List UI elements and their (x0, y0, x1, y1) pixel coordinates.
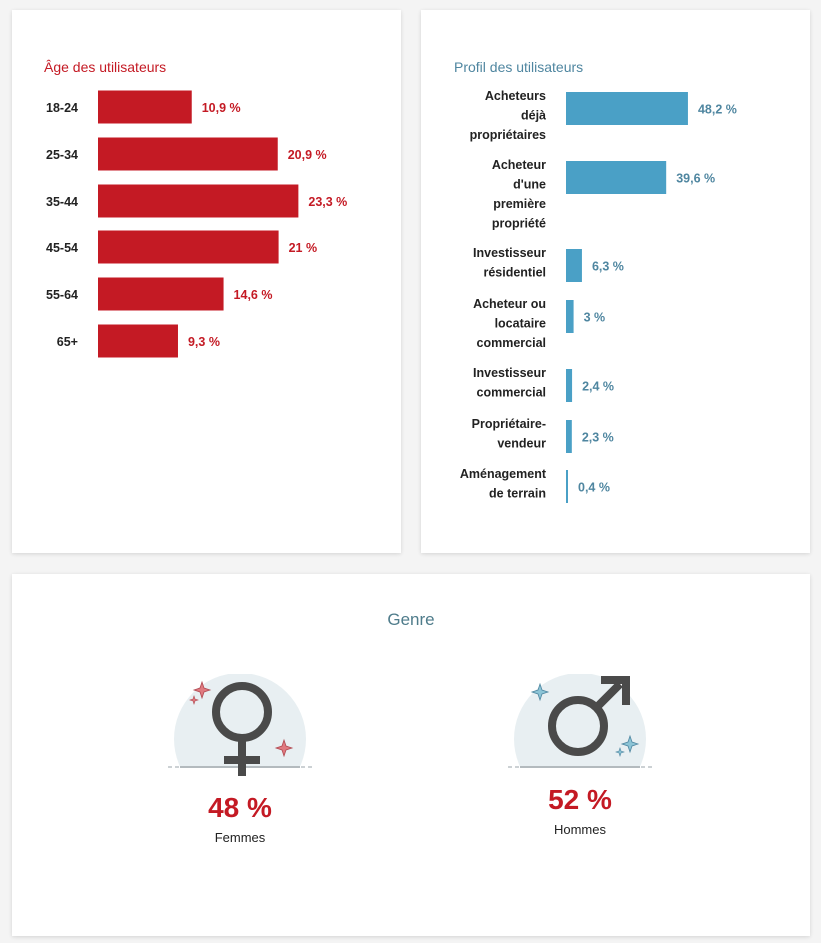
profile-bar-chart: Acheteurs déjà propriétaires 48,2 % Acheteur… (460, 89, 737, 503)
profile-category-label: Acheteur d'une première propriété (492, 158, 546, 231)
female-label: Femmes (214, 830, 266, 845)
age-bar (98, 137, 278, 171)
profile-bar (566, 300, 574, 333)
profile-value-label: 3 % (584, 311, 606, 325)
gender-card: Genre 48 % Femmes 52 % Hommes (12, 574, 810, 936)
profile-category-label: Acheteurs déjà propriétaires (470, 89, 546, 142)
profile-bar (566, 369, 573, 402)
age-category-label: 65+ (57, 335, 78, 349)
male-stat: 52 % Hommes (500, 784, 660, 837)
age-value-label: 20,9 % (288, 148, 327, 162)
profile-value-label: 48,2 % (698, 103, 737, 117)
age-bar (98, 230, 279, 264)
age-category-label: 35-44 (46, 195, 78, 209)
age-category-label: 55-64 (46, 288, 78, 302)
age-bar (98, 277, 224, 311)
profile-bar (566, 470, 568, 503)
age-value-label: 23,3 % (308, 195, 347, 209)
profile-chart-title: Profil des utilisateurs (454, 59, 584, 75)
age-category-label: 25-34 (46, 148, 78, 162)
female-stat: 48 % Femmes (160, 792, 320, 845)
profile-bar (566, 92, 688, 125)
profile-category-label: Investisseur commercial (473, 366, 546, 400)
male-label: Hommes (553, 822, 606, 837)
profile-bar (566, 420, 572, 453)
profile-card: Profil des utilisateurs Acheteurs déjà pro… (421, 10, 810, 553)
age-value-label: 21 % (289, 241, 318, 255)
age-bar (98, 324, 178, 358)
profile-bar (566, 249, 582, 282)
age-bar (98, 184, 299, 218)
age-value-label: 10,9 % (202, 101, 241, 115)
female-symbol-icon (160, 674, 320, 784)
male-symbol-icon (500, 674, 660, 784)
age-category-label: 45-54 (46, 241, 78, 255)
age-bar-chart: 18-24 10,9 % 25-34 20,9 % 35-44 23,3 % 45-54 21… (46, 90, 347, 358)
profile-category-label: Aménagement de terrain (460, 467, 547, 501)
profile-category-label: Propriétaire-vendeur (472, 417, 546, 451)
profile-value-label: 6,3 % (592, 260, 624, 274)
age-card: Âge des utilisateurs 18-24 10,9 % 25-34 20,… (12, 10, 401, 553)
profile-value-label: 2,4 % (582, 380, 614, 394)
age-value-label: 9,3 % (188, 335, 220, 349)
age-category-label: 18-24 (46, 101, 78, 115)
age-bar (98, 90, 192, 124)
age-value-label: 14,6 % (234, 288, 273, 302)
profile-category-label: Investisseur résidentiel (473, 246, 546, 280)
profile-value-label: 39,6 % (676, 172, 715, 186)
gender-title: Genre (387, 610, 435, 629)
age-chart-title: Âge des utilisateurs (44, 59, 167, 75)
profile-category-label: Acheteur ou locataire commercial (473, 297, 546, 350)
profile-value-label: 2,3 % (582, 431, 614, 445)
female-pct: 48 % (208, 792, 272, 823)
profile-bar (566, 161, 667, 194)
profile-value-label: 0,4 % (578, 481, 610, 495)
male-pct: 52 % (548, 784, 612, 815)
